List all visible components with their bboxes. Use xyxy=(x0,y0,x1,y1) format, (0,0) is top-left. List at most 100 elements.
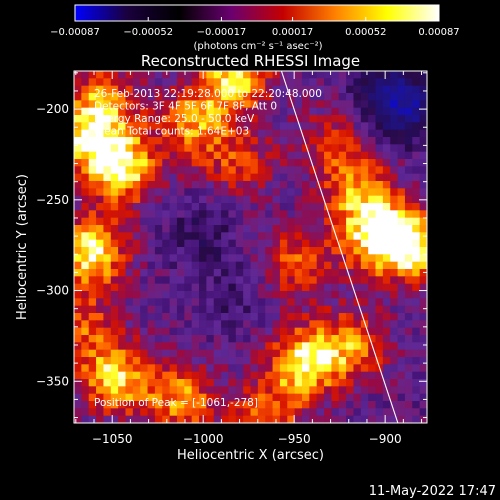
heatmap-pixel xyxy=(250,93,259,101)
heatmap-pixel xyxy=(81,159,90,167)
heatmap-pixel xyxy=(74,379,82,387)
heatmap-pixel xyxy=(103,364,112,373)
heatmap-pixel xyxy=(257,85,266,94)
heatmap-pixel xyxy=(331,327,340,336)
heatmap-pixel xyxy=(287,173,296,182)
heatmap-pixel xyxy=(338,217,347,226)
heatmap-pixel xyxy=(118,181,127,189)
heatmap-pixel xyxy=(316,78,325,87)
heatmap-pixel xyxy=(294,173,303,182)
heatmap-pixel xyxy=(265,225,274,233)
heatmap-pixel xyxy=(294,100,303,109)
heatmap-pixel xyxy=(279,144,288,153)
heatmap-pixel xyxy=(301,393,310,402)
heatmap-pixel xyxy=(132,261,141,270)
heatmap-pixel xyxy=(368,408,377,417)
heatmap-pixel xyxy=(140,129,149,138)
heatmap-pixel xyxy=(375,247,384,255)
heatmap-pixel xyxy=(132,166,141,175)
heatmap-pixel xyxy=(250,144,259,153)
heatmap-pixel xyxy=(301,115,310,123)
heatmap-pixel xyxy=(346,379,355,387)
heatmap-pixel xyxy=(184,210,193,219)
heatmap-pixel xyxy=(272,283,281,292)
heatmap-pixel xyxy=(125,71,134,79)
heatmap-pixel xyxy=(118,247,127,255)
heatmap-pixel xyxy=(103,225,112,233)
heatmap-pixel xyxy=(169,261,178,270)
heatmap-pixel xyxy=(309,276,318,285)
heatmap-pixel xyxy=(404,151,413,160)
heatmap-pixel xyxy=(132,408,141,417)
x-axis-label: Heliocentric X (arcsec) xyxy=(177,448,324,463)
heatmap-pixel xyxy=(140,415,149,423)
heatmap-pixel xyxy=(110,386,119,395)
heatmap-pixel xyxy=(265,364,274,373)
heatmap-pixel xyxy=(125,313,134,321)
heatmap-pixel xyxy=(331,129,340,138)
heatmap-pixel xyxy=(81,137,90,145)
heatmap-pixel xyxy=(324,261,332,270)
heatmap-pixel xyxy=(191,357,200,365)
heatmap-pixel xyxy=(331,181,340,189)
heatmap-pixel xyxy=(375,151,384,160)
heatmap-pixel xyxy=(147,401,156,409)
heatmap-pixel xyxy=(375,283,384,292)
heatmap-pixel xyxy=(279,137,288,145)
heatmap-pixel xyxy=(346,269,355,277)
heatmap-pixel xyxy=(213,247,222,255)
heatmap-pixel xyxy=(419,379,427,387)
heatmap-pixel xyxy=(294,239,303,248)
heatmap-pixel xyxy=(132,107,141,116)
heatmap-pixel xyxy=(331,232,340,241)
heatmap-pixel xyxy=(390,137,399,145)
heatmap-pixel xyxy=(346,305,355,314)
heatmap-pixel xyxy=(88,313,97,321)
heatmap-pixel xyxy=(191,100,200,109)
heatmap-pixel xyxy=(169,71,178,79)
heatmap-pixel xyxy=(110,232,119,241)
heatmap-pixel xyxy=(419,415,427,423)
heatmap-pixel xyxy=(257,342,266,351)
heatmap-pixel xyxy=(110,217,119,226)
heatmap-pixel xyxy=(81,320,90,329)
heatmap-pixel xyxy=(147,144,156,153)
heatmap-pixel xyxy=(316,379,325,387)
heatmap-pixel xyxy=(176,276,185,285)
heatmap-pixel xyxy=(346,203,355,211)
heatmap-pixel xyxy=(184,298,193,307)
heatmap-pixel xyxy=(316,144,325,153)
heatmap-pixel xyxy=(353,78,362,87)
heatmap-pixel xyxy=(191,247,200,255)
heatmap-pixel xyxy=(213,100,222,109)
heatmap-pixel xyxy=(118,232,127,241)
heatmap-pixel xyxy=(382,305,391,314)
heatmap-pixel xyxy=(375,159,384,167)
heatmap-pixel xyxy=(257,203,266,211)
heatmap-pixel xyxy=(243,298,252,307)
heatmap-pixel xyxy=(265,313,274,321)
heatmap-pixel xyxy=(154,320,163,329)
heatmap-pixel xyxy=(140,173,149,182)
heatmap-pixel xyxy=(353,166,362,175)
heatmap-pixel xyxy=(191,364,200,373)
heatmap-pixel xyxy=(243,78,252,87)
heatmap-pixel xyxy=(309,217,318,226)
heatmap-pixel xyxy=(206,144,215,153)
heatmap-pixel xyxy=(404,327,413,336)
heatmap-pixel xyxy=(169,203,178,211)
heatmap-pixel xyxy=(257,100,266,109)
heatmap-pixel xyxy=(324,327,332,336)
heatmap-pixel xyxy=(125,254,134,263)
heatmap-pixel xyxy=(353,313,362,321)
heatmap-pixel xyxy=(301,269,310,277)
heatmap-pixel xyxy=(147,357,156,365)
heatmap-pixel xyxy=(324,122,332,131)
heatmap-pixel xyxy=(338,144,347,153)
heatmap-pixel xyxy=(390,159,399,167)
heatmap-pixel xyxy=(140,144,149,153)
heatmap-pixel xyxy=(294,78,303,87)
heatmap-pixel xyxy=(103,254,112,263)
heatmap-pixel xyxy=(272,276,281,285)
heatmap-pixel xyxy=(412,210,421,219)
